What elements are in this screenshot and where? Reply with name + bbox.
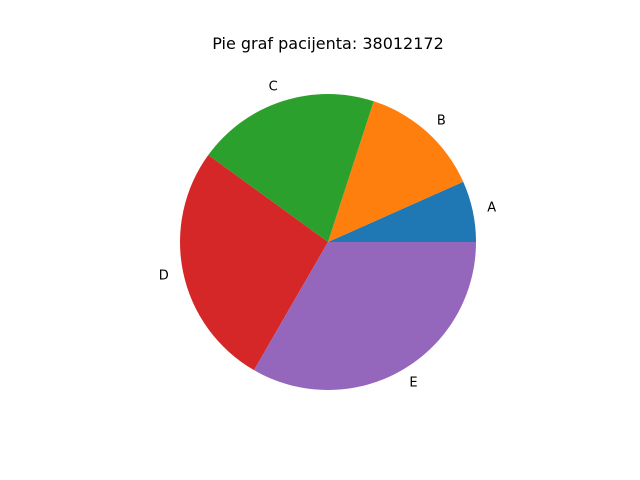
pie-label-b: B — [437, 114, 446, 129]
pie-label-c: C — [269, 80, 278, 95]
chart-title: Pie graf pacijenta: 38012172 — [212, 34, 444, 53]
pie-slice-c — [208, 93, 374, 242]
pie-slices — [180, 93, 476, 390]
pie-slice-b — [328, 101, 464, 243]
pie-label-e: E — [409, 375, 417, 390]
pie-label-d: D — [159, 268, 169, 283]
pie-slice-e — [254, 242, 476, 390]
pie-slice-d — [180, 155, 328, 371]
pie-label-a: A — [487, 201, 496, 216]
pie-slice-a — [328, 181, 476, 242]
pie-slice-labels: A B C D E — [159, 80, 496, 391]
